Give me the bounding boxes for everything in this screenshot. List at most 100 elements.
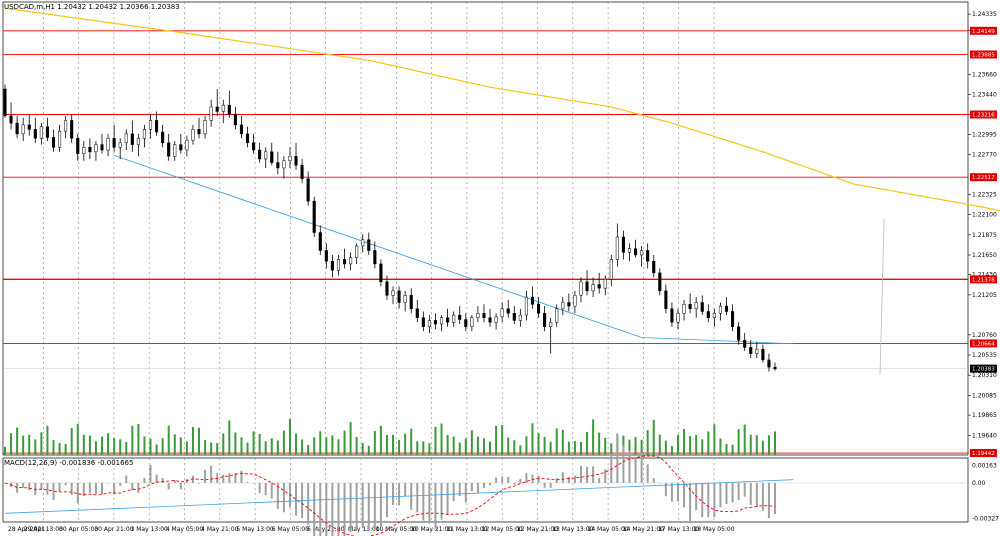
candle-body [45,126,49,138]
volume-bar [670,446,673,455]
volume-bar [767,435,770,455]
volume-bar [495,425,498,455]
macd-histogram-bar [385,482,388,518]
candle-body [415,308,419,319]
volume-bar [416,441,419,455]
candle-body [512,313,516,321]
macd-histogram-bar [549,482,552,488]
macd-histogram-bar [507,477,510,483]
volume-bar [349,422,352,455]
macd-histogram-bar [658,482,661,484]
macd-panel-frame [2,457,969,523]
level-price-label: 1.20664 [972,341,995,347]
candle-body [15,122,19,135]
candle-body [300,165,304,179]
candle-body [458,314,462,320]
volume-bar [586,432,589,455]
candle-body [652,260,656,274]
volume-bar [725,443,728,455]
macd-histogram-bar [40,482,43,489]
y-tick-label: 1.22325 [972,191,997,198]
macd-histogram-bar [476,482,479,493]
volume-bar [137,424,140,455]
macd-histogram-bar [137,482,140,493]
y-tick-label: 1.21205 [972,292,997,299]
macd-histogram-bar [398,482,401,506]
volume-bar [404,433,407,455]
macd-histogram-bar [119,482,122,486]
candle-body [276,162,280,169]
macd-histogram-bar [113,482,116,495]
candle-body [282,160,286,169]
volume-bar [307,445,310,455]
candle-body [737,326,741,341]
macd-histogram-bar [604,469,607,483]
volume-bar [40,432,43,455]
x-tick-label: 13 May 13:00 [552,526,593,533]
macd-histogram-bar [28,482,31,491]
x-tick-label: 10 May 21:00 [411,526,452,533]
macd-histogram-bar [325,482,328,536]
volume-bar [525,436,528,455]
candle-body [712,313,716,319]
candle-body [688,304,692,310]
gray-trendline [879,218,885,375]
macd-histogram-bar [616,434,619,483]
candle-body [203,120,207,135]
candle-body [536,304,541,314]
volume-bar [185,441,188,455]
volume-bar [94,441,97,455]
level-price-label: 1.23216 [972,112,995,118]
macd-histogram-bar [191,475,194,483]
candle-body [627,248,632,253]
macd-histogram-bar [58,482,61,492]
candle-body [579,281,583,296]
volume-bar [216,443,219,455]
x-tick-label: 30 Apr 05:00 [59,526,98,533]
candle-body [427,320,431,327]
volume-bar [88,435,91,455]
candle-body [118,142,122,148]
candle-body [379,263,383,283]
candle-body [239,124,244,135]
macd-histogram-bar [46,482,49,495]
x-tick-label: 12 May 05:00 [482,526,523,533]
volume-bar [446,435,449,455]
candle-body [112,138,116,148]
macd-histogram-bar [440,482,443,520]
macd-histogram-bar [337,482,340,536]
macd-histogram-bar [683,482,686,508]
volume-bar [731,444,734,455]
macd-histogram-bar [743,482,746,497]
volume-bar [204,440,207,455]
volume-bar [652,419,655,455]
candle-body [621,236,625,253]
volume-bar [689,436,692,455]
level-price-tag [970,110,997,119]
volume-bar [373,431,376,455]
candle-body [615,236,619,260]
candle-body [488,317,492,323]
macd-histogram-bar [652,478,655,483]
candle-body [664,290,668,310]
candle-body [106,138,110,151]
macd-histogram-bar [713,482,716,518]
macd-histogram-bar [258,482,261,494]
volume-bar [634,437,637,455]
candle-body [294,156,298,166]
macd-histogram-bar [276,482,279,509]
candle-body [439,317,444,325]
macd-histogram-bar [749,482,752,505]
macd-histogram-bar [222,474,225,483]
volume-bar [246,442,249,455]
candle-body [694,302,698,310]
macd-histogram-bar [610,453,613,483]
candle-body [100,144,104,151]
candle-body [731,311,735,327]
volume-bar [288,419,291,455]
macd-histogram-bar [586,466,589,483]
candle-body [245,133,250,144]
volume-bar [228,420,231,455]
macd-histogram-bar [307,482,310,525]
